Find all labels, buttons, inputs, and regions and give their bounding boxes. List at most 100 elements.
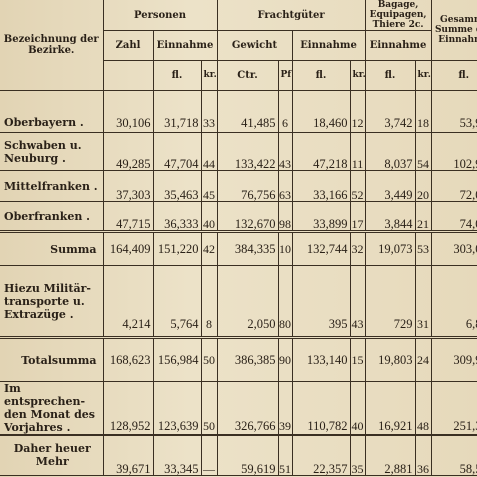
cell-fracht-kr: 11 (349, 132, 366, 171)
unit-gesamt-fl: fl. (430, 60, 477, 91)
cell-fracht-kr: 35 (349, 434, 366, 476)
unit-fracht-fl: fl. (291, 60, 351, 91)
cell-personen-fl: 5,764 (152, 265, 202, 338)
cell-personen-fl: 33,345 (152, 434, 202, 476)
cell-bagage-fl: 3,844 (364, 201, 416, 232)
cell-bagage-kr: 54 (414, 132, 432, 171)
cell-gesamt: 72,079 (430, 170, 477, 202)
cell-gesamt: 102,960 (430, 132, 477, 171)
cell-personen-fl: 35,463 (152, 170, 202, 202)
cell-fracht-fl: 22,357 (291, 434, 351, 476)
cell-fracht-fl: 33,166 (291, 170, 351, 202)
header-bezirke: Bezeichnung der Bezirke. (0, 0, 104, 91)
cell-zahl: 49,285 (102, 132, 154, 171)
cell-gewicht: 386,385 (216, 336, 279, 382)
cell-zahl: 168,623 (102, 336, 154, 382)
cell-fracht-fl: 133,140 (291, 336, 351, 382)
header-gesamt: Gesammt Summe der Einnahme (430, 0, 477, 61)
cell-gesamt: 53,921 (430, 90, 477, 133)
header-fracht-einnahme: Einnahme (291, 30, 366, 61)
cell-bagage-fl: 2,881 (364, 434, 416, 476)
cell-personen-kr: 8 (200, 265, 218, 338)
cell-gewicht: 133,422 (216, 132, 279, 171)
cell-zahl: 47,715 (102, 201, 154, 232)
cell-bagage-kr: 31 (414, 265, 432, 338)
cell-gewicht: 132,670 (216, 201, 279, 232)
cell-gewicht: 76,756 (216, 170, 279, 202)
cell-zahl: 39,671 (102, 434, 154, 476)
cell-pf: 10 (277, 230, 293, 266)
cell-personen-fl: 36,333 (152, 201, 202, 232)
unit-gewicht-pf: Pf (277, 60, 293, 91)
unit-zahl-empty (102, 60, 154, 91)
unit-gewicht-ctr: Ctr. (216, 60, 279, 91)
cell-gesamt: 74,077 (430, 201, 477, 232)
cell-gewicht: 59,619 (216, 434, 279, 476)
cell-bagage-kr: 24 (414, 336, 432, 382)
cell-zahl: 30,106 (102, 90, 154, 133)
cell-bagage-kr: 20 (414, 170, 432, 202)
row-label: Oberfranken . (0, 201, 104, 232)
table-row-totalsumma: Totalsumma 168,623 156,984 50 386,385 90… (0, 336, 477, 382)
cell-gesamt: 251,344 (430, 381, 477, 436)
cell-fracht-kr: 15 (349, 336, 366, 382)
table-row: Oberbayern . 30,106 31,718 33 41,485 6 1… (0, 90, 477, 133)
cell-bagage-fl: 19,803 (364, 336, 416, 382)
cell-fracht-fl: 395 (291, 265, 351, 338)
header-personen-einnahme: Einnahme (152, 30, 218, 61)
cell-personen-fl: 151,220 (152, 230, 202, 266)
header-personen: Personen (102, 0, 218, 31)
cell-fracht-fl: 110,782 (291, 381, 351, 436)
cell-fracht-kr: 40 (349, 381, 366, 436)
cell-zahl: 4,214 (102, 265, 154, 338)
cell-personen-kr: 40 (200, 201, 218, 232)
cell-fracht-kr: 12 (349, 90, 366, 133)
table-row: Oberfranken . 47,715 36,333 40 132,670 9… (0, 201, 477, 232)
table-row: Mittelfranken . 37,303 35,463 45 76,756 … (0, 170, 477, 202)
cell-bagage-kr: 21 (414, 201, 432, 232)
table-row: Schwaben u. Neuburg . 49,285 47,704 44 1… (0, 132, 477, 171)
cell-bagage-fl: 3,742 (364, 90, 416, 133)
cell-personen-kr: 50 (200, 381, 218, 436)
cell-bagage-fl: 19,073 (364, 230, 416, 266)
table-row-summa: Summa 164,409 151,220 42 384,335 10 132,… (0, 230, 477, 266)
header-bagage: Bagage, Equipagen, Thiere 2c. (364, 0, 432, 31)
cell-fracht-fl: 132,744 (291, 230, 351, 266)
unit-fracht-kr: kr. (349, 60, 366, 91)
cell-gewicht: 41,485 (216, 90, 279, 133)
cell-gewicht: 384,335 (216, 230, 279, 266)
header-zahl: Zahl (102, 30, 154, 61)
unit-bagage-kr: kr. (414, 60, 432, 91)
row-label: Hiezu Militär-transporte u. Extrazüge . (0, 265, 104, 338)
cell-bagage-kr: 53 (414, 230, 432, 266)
row-label: Daher heuer Mehr (0, 434, 104, 476)
cell-gesamt: 309,928 (430, 336, 477, 382)
cell-bagage-fl: 8,037 (364, 132, 416, 171)
cell-bagage-fl: 729 (364, 265, 416, 338)
cell-gewicht: 326,766 (216, 381, 279, 436)
cell-gewicht: 2,050 (216, 265, 279, 338)
header-gewicht: Gewicht (216, 30, 293, 61)
cell-personen-kr: 50 (200, 336, 218, 382)
cell-fracht-fl: 18,460 (291, 90, 351, 133)
cell-pf: 43 (277, 132, 293, 171)
row-label: Totalsumma (0, 336, 104, 382)
cell-fracht-kr: 52 (349, 170, 366, 202)
cell-zahl: 164,409 (102, 230, 154, 266)
cell-fracht-kr: 32 (349, 230, 366, 266)
cell-zahl: 37,303 (102, 170, 154, 202)
cell-zahl: 128,952 (102, 381, 154, 436)
cell-bagage-kr: 48 (414, 381, 432, 436)
cell-pf: 51 (277, 434, 293, 476)
cell-personen-fl: 47,704 (152, 132, 202, 171)
cell-pf: 39 (277, 381, 293, 436)
cell-pf: 6 (277, 90, 293, 133)
cell-personen-kr: — (200, 434, 218, 476)
cell-personen-kr: 42 (200, 230, 218, 266)
cell-personen-fl: 156,984 (152, 336, 202, 382)
row-label: Im entsprechen-den Monat des Vorjahres . (0, 381, 104, 436)
cell-pf: 98 (277, 201, 293, 232)
cell-personen-kr: 33 (200, 90, 218, 133)
table-row: Hiezu Militär-transporte u. Extrazüge . … (0, 265, 477, 338)
